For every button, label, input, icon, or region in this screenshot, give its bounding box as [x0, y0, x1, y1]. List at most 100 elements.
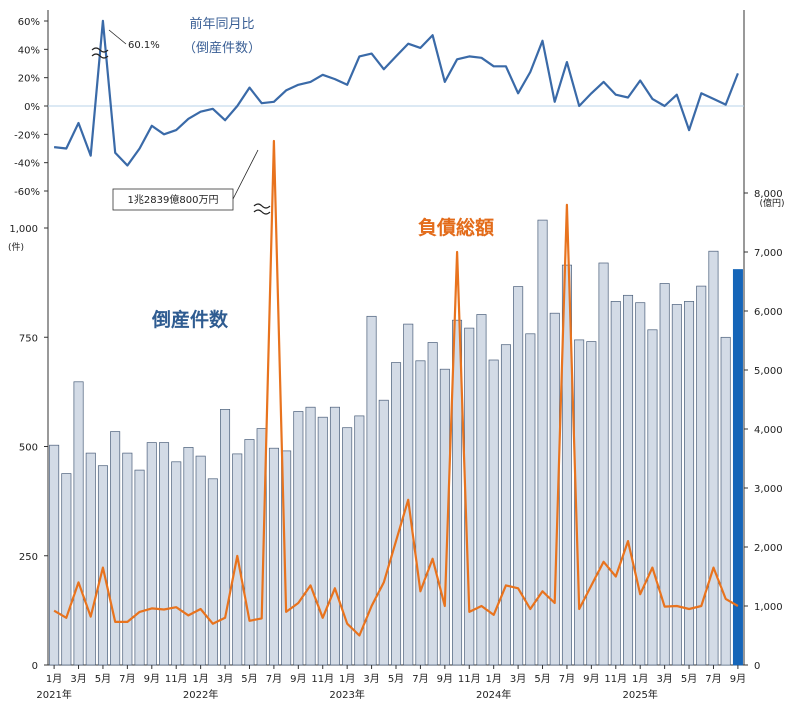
x-tick-label: 7月	[705, 673, 721, 685]
bar-2025-05	[684, 301, 695, 666]
right-tick-label: 3,000	[754, 484, 783, 495]
bar-2023-05	[391, 362, 402, 666]
x-tick-label: 7月	[266, 673, 282, 685]
x-tick-label: 7月	[119, 673, 135, 685]
x-tick-label: 3月	[70, 673, 86, 685]
x-tick-label: 7月	[412, 673, 428, 685]
left-tick-label: 250	[19, 552, 38, 563]
bar-2024-04	[525, 333, 536, 666]
x-tick-label: 1月	[46, 673, 62, 685]
bar-2021-06	[110, 431, 121, 666]
yoy-tick-label: -40%	[14, 159, 40, 170]
bar-2022-01	[195, 455, 206, 666]
x-tick-label: 1月	[632, 673, 648, 685]
yoy-tick-label: 0%	[24, 102, 40, 113]
bar-2023-02	[354, 415, 365, 666]
yoy-line-group	[53, 19, 739, 167]
bar-2022-05	[244, 439, 255, 666]
x-tick-label: 1月	[339, 673, 355, 685]
yoy-title-line2: （倒産件数）	[183, 40, 261, 56]
left-tick-label: 750	[19, 333, 38, 344]
right-tick-label: 8,000	[754, 189, 783, 200]
bar-2024-02	[500, 344, 511, 666]
x-tick-label: 9月	[144, 673, 160, 685]
bar-2024-11	[610, 301, 621, 666]
bar-2024-08	[574, 339, 585, 666]
bar-2022-03	[220, 409, 231, 666]
bar-2021-09	[146, 442, 157, 666]
left-tick-label: 500	[19, 443, 38, 454]
bar-2024-10	[598, 262, 609, 666]
x-tick-label: 9月	[583, 673, 599, 685]
line-series-label: 負債総額	[418, 216, 494, 239]
x-tick-label: 5月	[534, 673, 550, 685]
right-tick-label: 6,000	[754, 307, 783, 318]
debt-annotation-box	[112, 188, 234, 211]
x-tick-label: 3月	[656, 673, 672, 685]
year-label: 2024年	[476, 688, 511, 701]
bar-2023-06	[403, 323, 414, 666]
bar-2021-12	[183, 447, 194, 666]
titles: 前年同月比 （倒産件数） 倒産件数 負債総額 (件) (億円)	[8, 16, 785, 331]
x-tick-label: 5月	[681, 673, 697, 685]
bar-2021-03	[73, 381, 84, 666]
bar-2024-06	[549, 312, 560, 666]
bar-2023-04	[378, 399, 389, 666]
yoy-tick-label: -60%	[14, 187, 40, 198]
debt-line-group	[53, 139, 739, 637]
bar-2023-01	[342, 427, 353, 666]
bar-series-label: 倒産件数	[151, 308, 229, 331]
bar-2025-07	[708, 250, 719, 666]
yoy-title-line1: 前年同月比	[189, 16, 254, 32]
bar-2021-11	[171, 461, 182, 666]
bar-2021-02	[61, 473, 72, 666]
x-tick-label: 9月	[290, 673, 306, 685]
axes-group: 02505007501,00060%40%20%0%-20%-40%-60%01…	[9, 17, 782, 701]
bar-2023-08	[427, 342, 438, 666]
bar-2021-07	[122, 452, 133, 666]
bar-2025-04	[671, 304, 682, 666]
right-tick-label: 2,000	[754, 543, 783, 554]
x-tick-label: 9月	[730, 673, 746, 685]
bar-2022-02	[207, 478, 218, 666]
x-tick-label: 3月	[510, 673, 526, 685]
x-tick-label: 5月	[95, 673, 111, 685]
bar-2022-10	[305, 406, 316, 666]
left-tick-label: 0	[32, 661, 38, 672]
bar-2021-05	[97, 465, 108, 666]
x-tick-label: 5月	[388, 673, 404, 685]
right-tick-label: 1,000	[754, 602, 783, 613]
right-tick-label: 7,000	[754, 248, 783, 259]
yoy-tick-label: -20%	[14, 130, 40, 141]
bar-2024-03	[513, 286, 524, 666]
bar-2025-03	[659, 283, 670, 666]
bar-2021-01	[49, 444, 60, 666]
right-unit-label: (億円)	[759, 197, 784, 209]
annotations: 60.1% 1兆2839億800万円	[91, 29, 271, 215]
x-tick-label: 9月	[437, 673, 453, 685]
year-label: 2022年	[183, 688, 218, 701]
bar-2022-06	[256, 428, 267, 666]
x-tick-label: 1月	[485, 673, 501, 685]
x-tick-label: 3月	[363, 673, 379, 685]
bar-2022-12	[329, 406, 340, 666]
bar-2024-05	[537, 219, 548, 666]
yoy-peak-annotation: 60.1%	[128, 40, 160, 51]
right-tick-label: 0	[754, 661, 760, 672]
axis-break-icon	[253, 203, 271, 215]
bar-2025-02	[647, 329, 658, 666]
bar-2022-11	[317, 416, 328, 666]
left-unit-label: (件)	[8, 241, 24, 253]
x-tick-label: 7月	[559, 673, 575, 685]
bar-2025-01	[635, 302, 646, 666]
bar-2024-12	[623, 294, 634, 666]
bar-2024-09	[586, 341, 597, 666]
bar-2021-04	[85, 452, 96, 666]
bar-2024-01	[488, 359, 499, 666]
debt-peak-annotation: 1兆2839億800万円	[128, 193, 219, 206]
right-tick-label: 4,000	[754, 425, 783, 436]
yoy-tick-label: 60%	[18, 17, 40, 28]
x-tick-label: 5月	[241, 673, 257, 685]
bar-2021-08	[134, 469, 145, 666]
